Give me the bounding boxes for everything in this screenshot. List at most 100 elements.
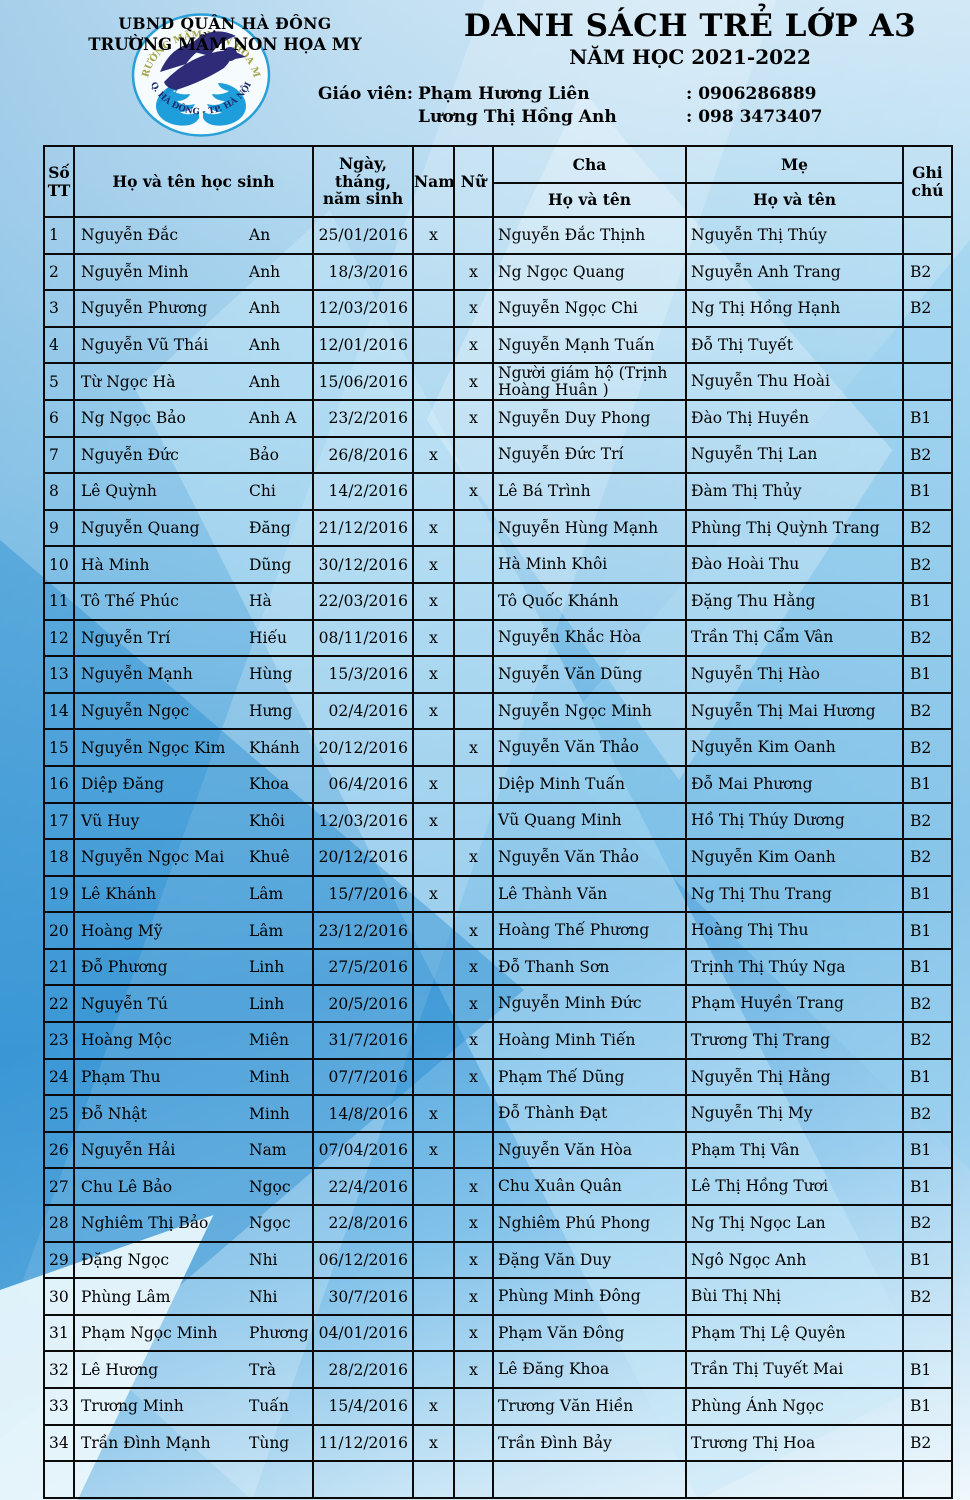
cell-stt: 6 [43,398,75,438]
student-family-name: Nguyễn Minh [81,262,189,281]
cell-female [453,801,494,841]
table-row: 7 Nguyễn Đức Bảo 26/8/2016 x Nguyễn Đức … [43,435,953,475]
cell-stt: 32 [43,1350,75,1389]
cell-student-name: Ng Ngọc Bảo Anh A [73,398,314,438]
table-row: 18 Nguyễn Ngọc Mai Khuê 20/12/2016 x Ngu… [43,838,953,877]
cell-male: x [412,801,455,841]
student-given-name: Hưng [249,702,293,721]
student-given-name: Phương [249,1324,309,1343]
table-row: 11 Tô Thế Phúc Hà 22/03/2016 x Tô Quốc K… [43,581,953,621]
student-given-name: Tùng [249,1433,290,1452]
cell-dob: 20/12/2016 [312,728,414,767]
cell-female: x [453,947,494,987]
cell-father-name: Hoàng Thế Phương [492,911,687,950]
cell-father-name: Lê Bá Trình [492,472,687,511]
student-family-name: Phùng Lâm [81,1287,171,1306]
cell-dob: 04/01/2016 [312,1313,414,1353]
school-logo: TRƯỜNG MẦM NON HỌA MY Q. HÀ ĐÔNG - TP. H… [126,4,272,138]
col-header-father-fullname: Họ và tên [492,182,687,218]
page-subtitle: NĂM HỌC 2021-2022 [569,45,811,69]
cell-dob: 18/3/2016 [312,252,414,292]
table-row: 28 Nghiêm Thị Bảo Ngọc 22/8/2016 x Nghiê… [43,1204,953,1243]
cell-male: x [412,1130,455,1170]
cell-stt: 4 [43,325,75,365]
cell-male: x [412,691,455,731]
cell-male: x [412,545,455,584]
cell-dob [312,1460,414,1499]
cell-student-name: Nguyễn Đắc An [73,216,314,255]
cell-dob: 27/5/2016 [312,947,414,987]
cell-mother-name: Nguyễn Kim Oanh [685,838,904,877]
cell-father-name: Nguyễn Văn Thảo [492,728,687,767]
cell-father-name: Nguyễn Văn Hòa [492,1130,687,1170]
cell-stt: 33 [43,1387,75,1426]
cell-mother-name: Nguyễn Thị My [685,1094,904,1133]
cell-dob: 20/5/2016 [312,984,414,1024]
student-family-name: Từ Ngọc Hà [81,372,176,391]
cell-father-name: Nguyễn Hùng Mạnh [492,508,687,548]
cell-male [412,1350,455,1389]
cell-male [412,1021,455,1060]
cell-male [412,1204,455,1243]
cell-stt: 9 [43,508,75,548]
table-row: 17 Vũ Huy Khôi 12/03/2016 x Vũ Quang Min… [43,801,953,841]
cell-dob: 15/3/2016 [312,655,414,694]
cell-mother-name: Đỗ Thị Tuyết [685,325,904,365]
cell-male: x [412,618,455,658]
table-row: 27 Chu Lê Bảo Ngọc 22/4/2016 x Chu Xuân … [43,1167,953,1207]
student-family-name: Chu Lê Bảo [81,1177,173,1196]
table-row: 26 Nguyễn Hải Nam 07/04/2016 x Nguyễn Vă… [43,1130,953,1170]
cell-stt: 7 [43,435,75,475]
cell-note: B1 [902,472,953,511]
cell-male: x [412,581,455,621]
cell-mother-name [685,1460,904,1499]
cell-mother-name: Hoàng Thị Thu [685,911,904,950]
cell-stt: 21 [43,947,75,987]
cell-female [453,655,494,694]
cell-dob: 30/7/2016 [312,1277,414,1316]
cell-mother-name: Ng Thị Hồng Hạnh [685,289,904,328]
cell-male: x [412,1423,455,1463]
cell-male [412,728,455,767]
student-given-name: Nhi [249,1250,278,1269]
cell-male [412,984,455,1024]
cell-stt: 16 [43,764,75,804]
cell-student-name: Phạm Thu Minh [73,1057,314,1097]
cell-father-name: Nguyễn Duy Phong [492,398,687,438]
cell-female: x [453,728,494,767]
table-row: 25 Đỗ Nhật Minh 14/8/2016 x Đỗ Thành Đạt… [43,1094,953,1133]
table-row: 16 Diệp Đăng Khoa 06/4/2016 x Diệp Minh … [43,764,953,804]
table-row: 13 Nguyễn Mạnh Hùng 15/3/2016 x Nguyễn V… [43,655,953,694]
student-given-name: Miên [249,1031,289,1050]
cell-male [412,1240,455,1280]
cell-note: B2 [902,691,953,731]
col-header-stt: Số TT [43,145,75,218]
table-row: 31 Phạm Ngọc Minh Phương 04/01/2016 x Ph… [43,1313,953,1353]
cell-note: B2 [902,728,953,767]
cell-student-name: Tô Thế Phúc Hà [73,581,314,621]
cell-father-name: Lê Thành Văn [492,874,687,914]
student-family-name: Đỗ Phương [81,958,168,977]
student-family-name: Nghiêm Thị Bảo [81,1214,209,1233]
cell-mother-name: Phạm Thị Lệ Quyên [685,1313,904,1353]
cell-male: x [412,216,455,255]
cell-student-name: Vũ Huy Khôi [73,801,314,841]
cell-male: x [412,508,455,548]
cell-mother-name: Nguyễn Anh Trang [685,252,904,292]
student-roster-table: Số TT Họ và tên học sinh Ngày, tháng, nă… [43,145,953,1499]
cell-mother-name: Nguyễn Thị Lan [685,435,904,475]
cell-dob: 15/06/2016 [312,362,414,401]
cell-male [412,325,455,365]
cell-stt: 28 [43,1204,75,1243]
student-given-name: Ngọc [249,1177,291,1196]
cell-father-name: Nguyễn Đắc Thịnh [492,216,687,255]
cell-student-name: Lê Khánh Lâm [73,874,314,914]
table-row: 19 Lê Khánh Lâm 15/7/2016 x Lê Thành Văn… [43,874,953,914]
student-given-name: Bảo [249,445,279,464]
cell-female: x [453,398,494,438]
student-family-name: Lê Hương [81,1360,159,1379]
cell-student-name: Đỗ Nhật Minh [73,1094,314,1133]
cell-note: B1 [902,581,953,621]
cell-student-name: Trần Đình Mạnh Tùng [73,1423,314,1463]
cell-student-name: Nguyễn Quang Đăng [73,508,314,548]
